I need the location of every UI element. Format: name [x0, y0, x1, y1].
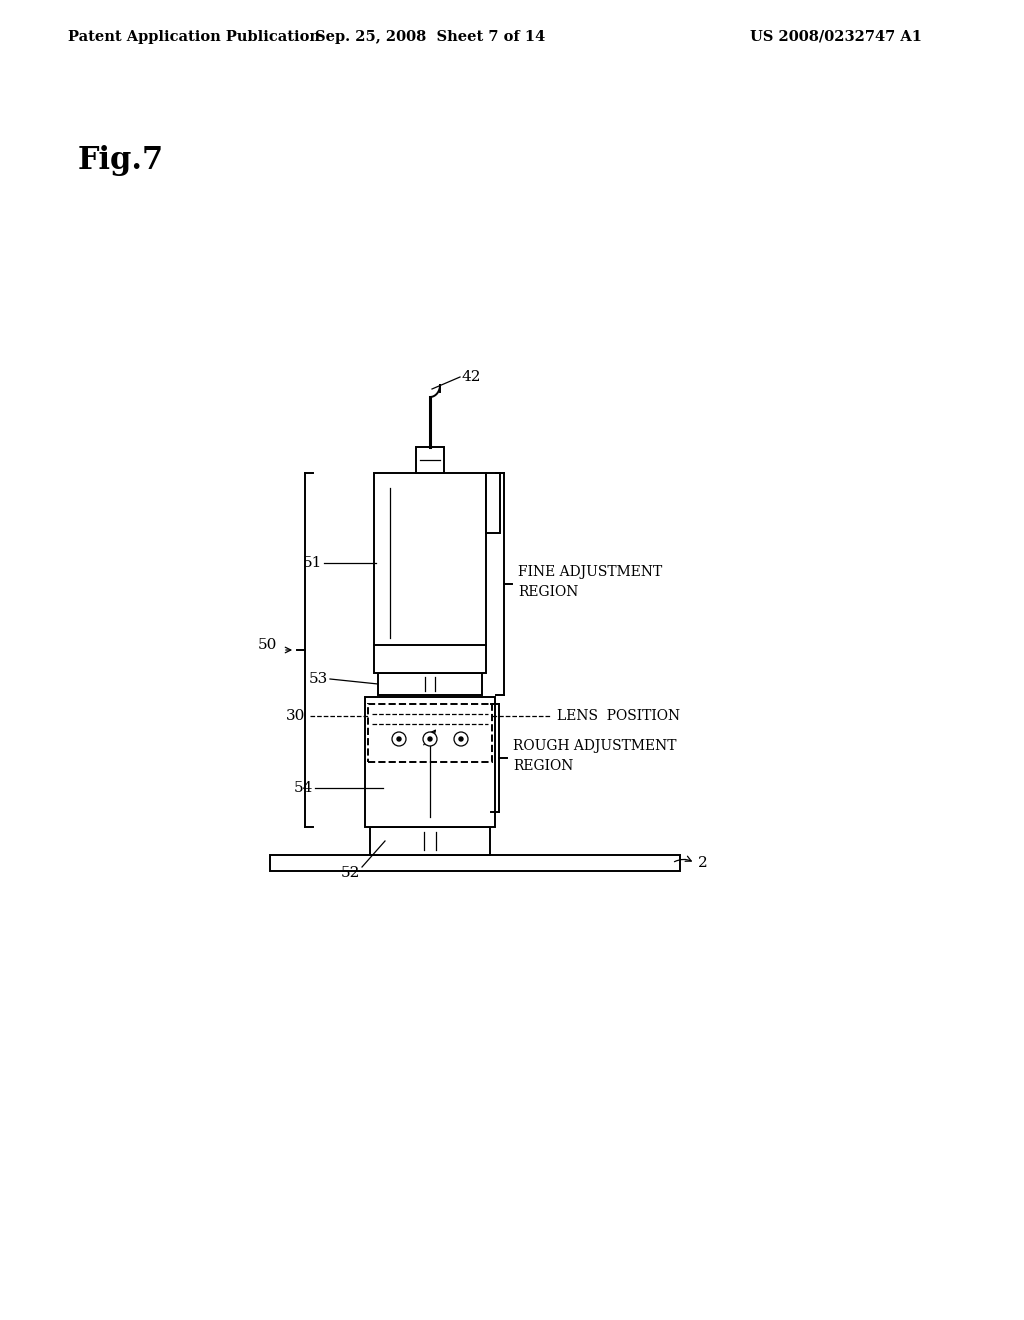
Bar: [365, 697, 495, 828]
Bar: [378, 673, 482, 696]
Text: Fig.7: Fig.7: [78, 144, 164, 176]
Bar: [270, 855, 680, 871]
Text: REGION: REGION: [513, 759, 573, 774]
Text: LENS  POSITION: LENS POSITION: [557, 709, 680, 723]
Circle shape: [397, 737, 401, 741]
Bar: [416, 447, 444, 473]
Bar: [370, 828, 490, 855]
Text: 52: 52: [341, 866, 360, 880]
Bar: [368, 704, 492, 762]
Circle shape: [423, 733, 437, 746]
Text: US 2008/0232747 A1: US 2008/0232747 A1: [750, 30, 922, 44]
Circle shape: [392, 733, 406, 746]
Text: 50: 50: [258, 638, 278, 652]
Text: 54: 54: [294, 781, 313, 795]
Text: Sep. 25, 2008  Sheet 7 of 14: Sep. 25, 2008 Sheet 7 of 14: [314, 30, 545, 44]
Text: ROUGH ADJUSTMENT: ROUGH ADJUSTMENT: [513, 739, 677, 752]
Circle shape: [428, 737, 432, 741]
Text: Patent Application Publication: Patent Application Publication: [68, 30, 319, 44]
Text: REGION: REGION: [518, 585, 579, 599]
Text: FINE ADJUSTMENT: FINE ADJUSTMENT: [518, 565, 663, 579]
Circle shape: [459, 737, 463, 741]
Text: 2: 2: [698, 855, 708, 870]
Circle shape: [454, 733, 468, 746]
Text: 30: 30: [286, 709, 305, 723]
Text: 53: 53: [309, 672, 328, 686]
Text: 42: 42: [462, 370, 481, 384]
Text: 51: 51: [303, 556, 322, 570]
Bar: [486, 473, 500, 533]
Bar: [374, 473, 486, 673]
